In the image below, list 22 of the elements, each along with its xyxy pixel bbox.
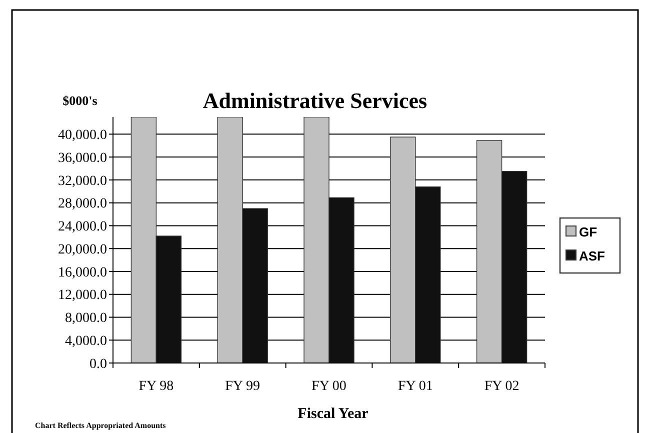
y-tick-label: 20,000.0	[58, 242, 107, 258]
x-tick-label: FY 02	[484, 379, 520, 394]
y-tick-label: 16,000.0	[58, 265, 107, 280]
y-axis-title: $000's	[62, 93, 98, 108]
chart-title: Administrative Services	[202, 88, 428, 113]
y-tick-label: 0.0	[90, 356, 107, 372]
text: Chart Reflects Appropriated Amounts	[35, 421, 166, 430]
legend-label: ASF	[579, 248, 606, 264]
y-tick-label: 32,000.0	[58, 174, 107, 189]
y-tick-label: 40,000.0	[58, 128, 107, 144]
x-tick-label: FY 00	[312, 379, 346, 394]
y-tick-label: 28,000.0	[58, 196, 107, 212]
y-tick-label: 24,000.0	[58, 220, 107, 235]
y-tick-label: 8,000.0	[65, 311, 107, 326]
y-tick-label: 4,000.0	[65, 334, 107, 350]
y-tick-label: 36,000.0	[58, 150, 107, 166]
x-axis-title: Fiscal Year	[298, 406, 369, 422]
x-tick-label: FY 99	[225, 379, 260, 394]
x-tick-label: FY 98	[138, 379, 174, 394]
x-tick-label: FY 01	[398, 379, 433, 394]
y-tick-label: 12,000.0	[58, 288, 107, 304]
legend-label: GF	[579, 224, 598, 240]
